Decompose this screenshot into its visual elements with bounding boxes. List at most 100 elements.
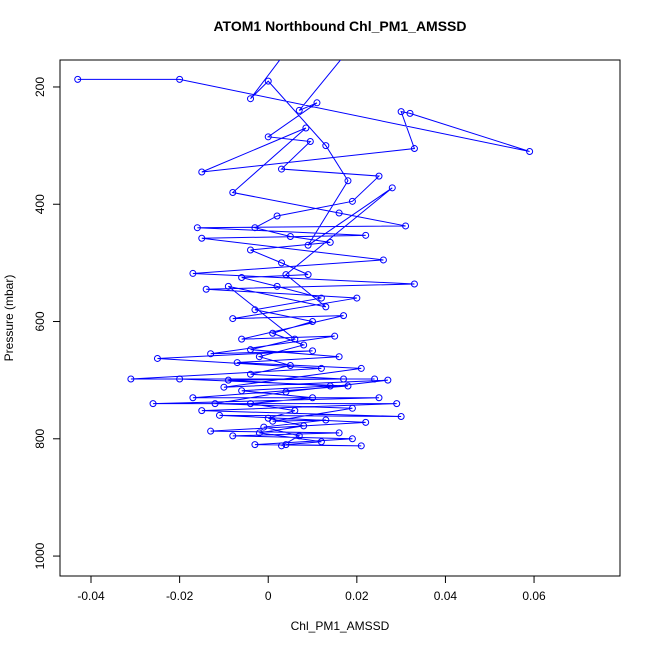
data-point <box>278 165 286 173</box>
data-point <box>406 109 414 117</box>
data-point <box>286 232 294 240</box>
data-point <box>282 388 290 396</box>
data-point <box>304 241 312 249</box>
data-point <box>317 294 325 302</box>
data-point <box>291 407 299 415</box>
data-point <box>238 335 246 343</box>
x-axis-label: Chl_PM1_AMSSD <box>291 619 390 633</box>
data-point <box>233 359 241 367</box>
data-point <box>335 209 343 217</box>
x-tick-label: -0.02 <box>166 589 194 603</box>
data-point <box>388 184 396 192</box>
data-point <box>357 442 365 450</box>
data-point <box>229 315 237 323</box>
data-point <box>326 382 334 390</box>
data-point <box>282 441 290 449</box>
data-point <box>309 394 317 402</box>
data-point <box>393 400 401 408</box>
data-point <box>300 341 308 349</box>
data-point <box>295 106 303 114</box>
data-point <box>238 387 246 395</box>
plot-frame <box>59 59 621 577</box>
data-point <box>335 429 343 437</box>
data-point <box>255 353 263 361</box>
data-point <box>247 370 255 378</box>
data-point <box>198 168 206 176</box>
data-point <box>269 417 277 425</box>
data-point <box>193 224 201 232</box>
y-tick-label: 600 <box>33 311 47 331</box>
data-point <box>273 212 281 220</box>
data-point <box>273 282 281 290</box>
data-point <box>304 271 312 279</box>
data-point <box>220 383 228 391</box>
data-point <box>362 418 370 426</box>
data-point <box>74 75 82 83</box>
data-point <box>224 376 232 384</box>
data-point <box>207 427 215 435</box>
data-point <box>278 442 286 450</box>
data-point <box>331 332 339 340</box>
data-point <box>357 364 365 372</box>
data-point <box>526 147 534 155</box>
data-point <box>302 124 310 132</box>
data-point <box>264 133 272 141</box>
data-point <box>410 145 418 153</box>
data-point <box>335 353 343 361</box>
data-point <box>282 271 290 279</box>
data-point <box>379 256 387 264</box>
data-point <box>149 400 157 408</box>
data-point <box>300 422 308 430</box>
data-point <box>238 274 246 282</box>
data-point <box>251 306 259 314</box>
data-point <box>247 400 255 408</box>
data-point <box>384 376 392 384</box>
data-point <box>264 77 272 85</box>
data-point <box>198 234 206 242</box>
data-point <box>251 224 259 232</box>
data-point <box>215 411 223 419</box>
data-point <box>348 404 356 412</box>
data-point <box>287 43 293 49</box>
y-tick-label: 200 <box>33 77 47 97</box>
data-point <box>362 231 370 239</box>
data-point <box>291 335 299 343</box>
x-tick-label: -0.04 <box>77 589 105 603</box>
data-point <box>322 416 330 424</box>
data-point <box>224 282 232 290</box>
data-point <box>198 407 206 415</box>
y-tick-label: 400 <box>33 194 47 214</box>
data-point <box>340 375 348 383</box>
data-point <box>127 375 135 383</box>
data-point <box>202 285 210 293</box>
data-point <box>255 429 263 437</box>
data-point <box>260 423 268 431</box>
data-point <box>402 222 410 230</box>
data-point <box>207 350 215 358</box>
data-point <box>344 177 352 185</box>
data-point <box>348 435 356 443</box>
data-point <box>375 172 383 180</box>
data-point <box>348 197 356 205</box>
data-point <box>176 375 184 383</box>
data-point <box>371 375 379 383</box>
data-point <box>229 432 237 440</box>
data-point <box>229 189 237 197</box>
data-point <box>353 294 361 302</box>
x-tick-label: 0.04 <box>434 589 458 603</box>
data-point <box>340 312 348 320</box>
y-axis-label: Pressure (mbar) <box>2 275 16 362</box>
data-point <box>286 361 294 369</box>
data-point <box>322 303 330 311</box>
data-point <box>375 394 383 402</box>
data-point <box>309 318 317 326</box>
data-line <box>77 60 530 447</box>
data-point <box>313 99 321 107</box>
data-point <box>211 400 219 408</box>
data-point <box>354 37 360 43</box>
data-point <box>295 432 303 440</box>
chart-title: ATOM1 Northbound Chl_PM1_AMSSD <box>213 18 466 34</box>
data-point <box>251 441 259 449</box>
data-point <box>176 75 184 83</box>
